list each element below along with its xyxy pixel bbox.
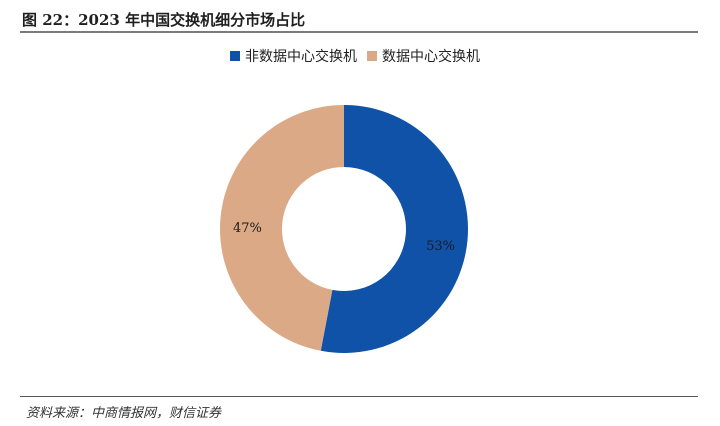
chart-legend: 非数据中心交换机 数据中心交换机 (230, 46, 490, 66)
source-note: 资料来源：中商情报网，财信证券 (26, 406, 222, 421)
title-divider (20, 31, 698, 33)
legend-item-dc: 数据中心交换机 (367, 46, 480, 66)
data-label-non-dc: 53% (426, 239, 455, 254)
donut-slice-non-dc (320, 105, 469, 353)
legend-swatch-non-dc (230, 51, 240, 61)
legend-item-non-dc: 非数据中心交换机 (230, 46, 357, 66)
source-divider (20, 396, 698, 397)
data-label-dc: 47% (233, 221, 262, 236)
legend-label-dc: 数据中心交换机 (382, 49, 480, 65)
legend-swatch-dc (367, 51, 377, 61)
chart-title: 图 22：2023 年中国交换机细分市场占比 (22, 11, 306, 29)
donut-slice-dc (220, 105, 344, 351)
legend-label-non-dc: 非数据中心交换机 (245, 49, 357, 65)
